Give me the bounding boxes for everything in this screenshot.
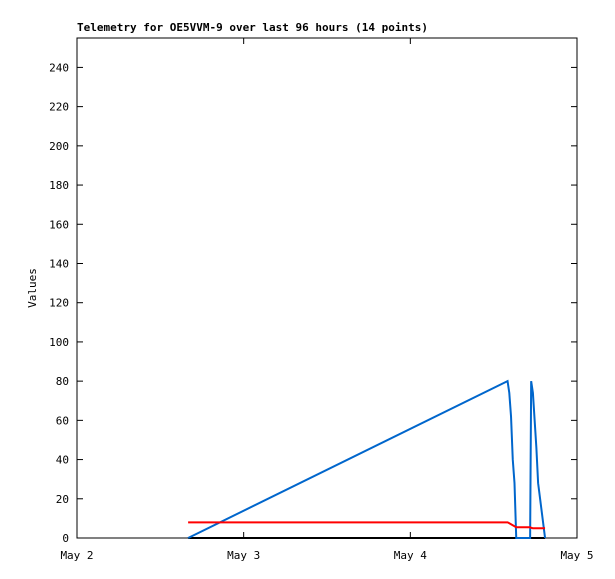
y-axis-label: Values: [26, 268, 39, 308]
x-tick-label: May 3: [227, 549, 260, 562]
y-tick-label: 100: [49, 336, 69, 349]
y-tick-label: 20: [56, 493, 69, 506]
y-tick-label: 40: [56, 454, 69, 467]
x-tick-label: May 2: [60, 549, 93, 562]
plot-frame: [76, 37, 578, 539]
y-tick-label: 80: [56, 375, 69, 388]
y-tick-label: 60: [56, 414, 69, 427]
y-tick-label: 180: [49, 179, 69, 192]
chart-title: Telemetry for OE5VVM-9 over last 96 hour…: [77, 21, 428, 34]
y-tick-label: 140: [49, 257, 69, 270]
y-tick-label: 240: [49, 61, 69, 74]
series-line: [187, 379, 547, 539]
x-tick-label: May 5: [560, 549, 593, 562]
y-tick-label: 120: [49, 297, 69, 310]
x-tick-label: May 4: [394, 549, 427, 562]
y-tick-label: 160: [49, 218, 69, 231]
y-tick-label: 200: [49, 140, 69, 153]
series-line: [188, 521, 546, 530]
y-tick-label: 0: [62, 532, 69, 545]
y-tick-label: 220: [49, 101, 69, 114]
